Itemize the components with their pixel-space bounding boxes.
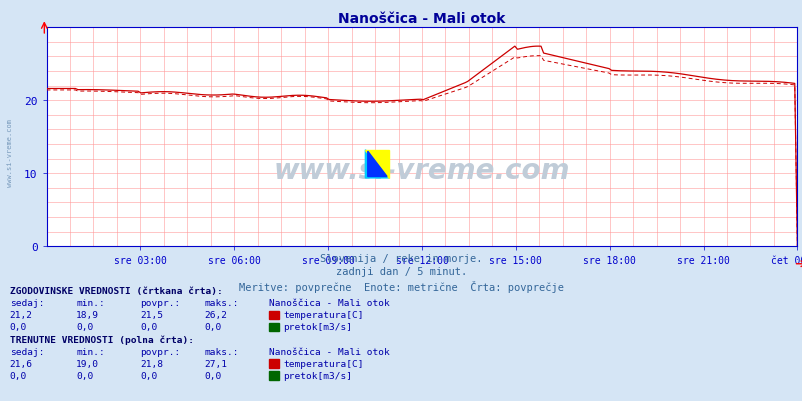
Text: Meritve: povprečne  Enote: metrične  Črta: povprečje: Meritve: povprečne Enote: metrične Črta:… [239,280,563,292]
Text: 0,0: 0,0 [205,371,221,380]
Text: 0,0: 0,0 [140,323,157,332]
Text: temperatura[C]: temperatura[C] [283,359,363,368]
Text: www.si-vreme.com: www.si-vreme.com [7,118,14,186]
Text: pretok[m3/s]: pretok[m3/s] [283,371,352,380]
Polygon shape [365,150,389,178]
Text: pretok[m3/s]: pretok[m3/s] [283,323,352,332]
Text: 0,0: 0,0 [10,323,26,332]
Text: sedaj:: sedaj: [10,299,44,308]
Text: 0,0: 0,0 [10,371,26,380]
Text: 0,0: 0,0 [140,371,157,380]
Polygon shape [367,152,387,177]
Text: maks.:: maks.: [205,347,239,356]
Text: povpr.:: povpr.: [140,347,180,356]
Text: 18,9: 18,9 [76,311,99,320]
Text: temperatura[C]: temperatura[C] [283,311,363,320]
Text: sedaj:: sedaj: [10,347,44,356]
Text: Nanoščica - Mali otok: Nanoščica - Mali otok [269,347,389,356]
Title: Nanoščica - Mali otok: Nanoščica - Mali otok [338,12,505,26]
Text: 21,2: 21,2 [10,311,33,320]
Text: 0,0: 0,0 [76,323,93,332]
Text: TRENUTNE VREDNOSTI (polna črta):: TRENUTNE VREDNOSTI (polna črta): [10,334,193,344]
Text: min.:: min.: [76,347,105,356]
Text: 27,1: 27,1 [205,359,228,368]
Text: 21,8: 21,8 [140,359,164,368]
Text: 0,0: 0,0 [205,323,221,332]
Text: 21,5: 21,5 [140,311,164,320]
Text: 26,2: 26,2 [205,311,228,320]
Text: www.si-vreme.com: www.si-vreme.com [273,156,569,184]
Text: Nanoščica - Mali otok: Nanoščica - Mali otok [269,299,389,308]
Text: Slovenija / reke in morje.: Slovenija / reke in morje. [320,253,482,263]
Polygon shape [365,150,389,178]
Text: 21,6: 21,6 [10,359,33,368]
Text: 19,0: 19,0 [76,359,99,368]
Text: ZGODOVINSKE VREDNOSTI (črtkana črta):: ZGODOVINSKE VREDNOSTI (črtkana črta): [10,287,222,296]
Text: povpr.:: povpr.: [140,299,180,308]
Text: min.:: min.: [76,299,105,308]
Text: zadnji dan / 5 minut.: zadnji dan / 5 minut. [335,267,467,277]
Text: 0,0: 0,0 [76,371,93,380]
Text: maks.:: maks.: [205,299,239,308]
